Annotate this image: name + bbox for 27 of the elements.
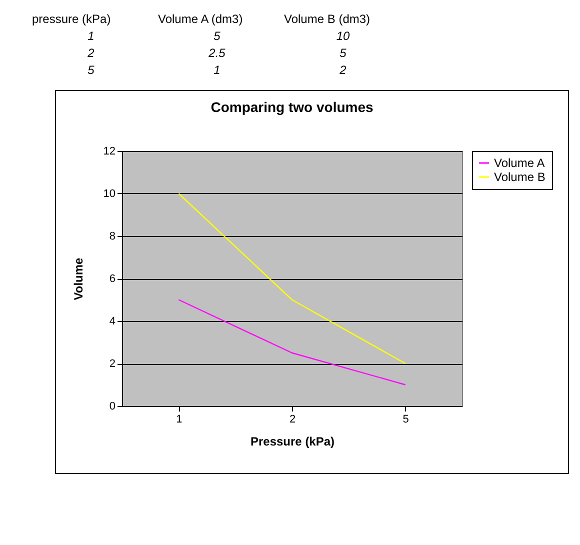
text: 10 [335, 28, 351, 44]
text: 5 [338, 44, 348, 61]
y-tick-label: 12 [103, 146, 116, 158]
x-tick-label: 5 [402, 414, 409, 426]
y-tick-label: 8 [109, 230, 116, 242]
text: 2 [338, 62, 348, 78]
text: 5 [86, 62, 96, 78]
text: 1 [86, 28, 96, 44]
text: pressure (kPa) [31, 10, 112, 27]
text: 2.5 [208, 44, 226, 61]
text: Volume B (dm3) [283, 10, 372, 27]
y-tick-label: 0 [109, 400, 116, 412]
text: 1 [212, 62, 222, 78]
text: Volume A (dm3) [157, 10, 244, 27]
legend-label: Volume A [494, 156, 545, 170]
chart-title: Comparing two volumes [210, 99, 374, 115]
y-tick-label: 10 [103, 188, 116, 200]
x-tick-label: 2 [289, 414, 296, 426]
text: 5 [212, 28, 222, 44]
y-tick-label: 4 [109, 316, 116, 328]
x-tick-label: 1 [176, 414, 182, 426]
y-axis-title: Volume [71, 257, 86, 300]
text: 2 [86, 44, 96, 61]
y-tick-label: 2 [109, 358, 116, 370]
x-axis-title: Pressure (kPa) [250, 434, 335, 448]
y-tick-label: 6 [109, 273, 116, 285]
legend-label: Volume B [494, 170, 546, 184]
